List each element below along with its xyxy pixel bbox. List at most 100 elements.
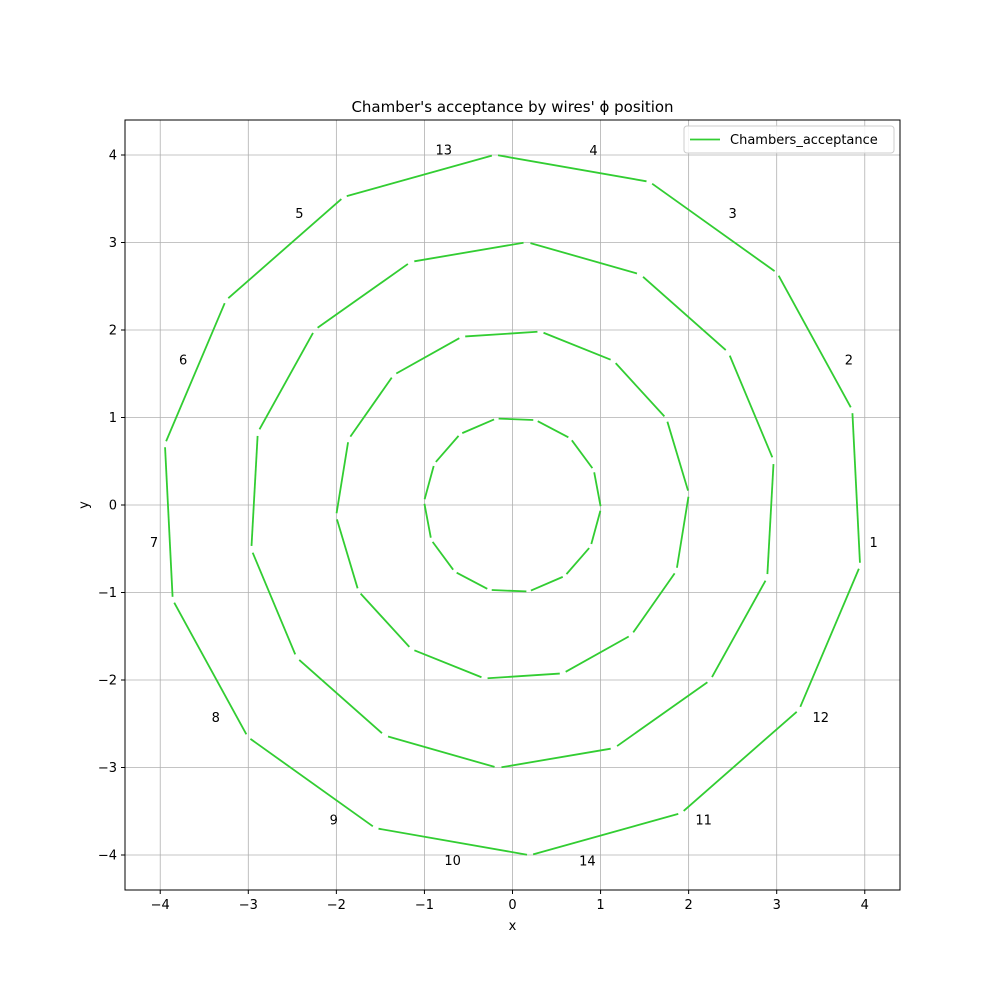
- sector-annotation: 13: [436, 143, 453, 158]
- y-tick-label: −3: [98, 761, 117, 776]
- y-tick-label: −4: [98, 849, 117, 864]
- chamber-segment: [298, 659, 383, 734]
- sector-annotation: 10: [444, 854, 461, 869]
- chamber-segment: [666, 421, 689, 491]
- chamber-segment: [423, 465, 435, 500]
- chamber-segment: [501, 747, 611, 769]
- sector-annotation: 9: [330, 814, 338, 829]
- chamber-segment: [543, 331, 611, 361]
- x-tick-label: 0: [508, 898, 516, 913]
- sector-annotation: 8: [212, 711, 220, 726]
- y-ticks: −4 −3 −2 −1 0 1 2 3 4: [98, 149, 125, 864]
- chamber-segment: [456, 571, 488, 590]
- chamber-segment: [615, 362, 666, 417]
- y-tick-label: 3: [109, 236, 117, 251]
- x-tick-label: 1: [596, 898, 604, 913]
- chamber-segment: [335, 442, 349, 514]
- chamber-segment: [728, 355, 774, 458]
- sector-annotation: 1: [869, 536, 877, 551]
- chamber-segment: [465, 330, 538, 338]
- chamber-segment: [414, 241, 524, 263]
- chamber-segment: [851, 413, 861, 563]
- x-ticks: −4 −3 −2 −1 0 1 2 3 4: [151, 890, 869, 913]
- y-axis-label: y: [77, 501, 92, 509]
- chamber-segment: [414, 649, 482, 679]
- x-tick-label: −1: [415, 898, 434, 913]
- chamber-segment: [565, 547, 590, 575]
- y-tick-label: 4: [109, 149, 117, 164]
- sector-annotation: 14: [579, 855, 596, 870]
- chamber-segment: [642, 276, 727, 351]
- chamber-segment: [651, 182, 776, 272]
- chamber-segment: [258, 332, 314, 430]
- chamber-segment: [530, 576, 564, 592]
- y-tick-label: −1: [98, 586, 117, 601]
- legend-box: [683, 125, 895, 154]
- legend: Chambers_acceptance: [683, 125, 895, 154]
- chamber-segment: [461, 418, 495, 434]
- chamber-segment: [711, 580, 767, 678]
- chamber-segment: [616, 681, 708, 747]
- x-tick-label: −4: [151, 898, 170, 913]
- y-tick-label: 2: [109, 324, 117, 339]
- x-axis-label: x: [509, 919, 517, 934]
- chamber-segment: [532, 812, 679, 856]
- chamber-segment: [431, 541, 454, 571]
- sector-annotation: 11: [695, 814, 712, 829]
- grid: [125, 120, 900, 890]
- series-group: [164, 154, 861, 856]
- chamber-segment: [498, 417, 534, 421]
- x-tick-label: −3: [239, 898, 258, 913]
- sector-annotation: 6: [179, 353, 187, 368]
- chamber-segment: [593, 472, 602, 507]
- sector-annotation: 3: [729, 207, 737, 222]
- chamber-segment: [346, 154, 493, 198]
- chamber-segment: [165, 302, 226, 442]
- chamber-segment: [336, 519, 359, 589]
- sector-annotation: 7: [150, 536, 158, 551]
- chamber-segment: [250, 435, 259, 546]
- chamber-segment: [435, 435, 460, 463]
- chamber-segment: [530, 242, 638, 275]
- chamber-segment: [683, 711, 798, 812]
- chamber-segment: [590, 510, 602, 545]
- chamber-segment: [777, 275, 852, 408]
- chamber-segment: [227, 198, 342, 299]
- chamber-segment: [395, 337, 460, 375]
- chamber-segment: [249, 738, 374, 828]
- x-tick-label: 2: [684, 898, 692, 913]
- x-tick-label: 4: [861, 898, 869, 913]
- y-tick-label: 1: [109, 411, 117, 426]
- chamber-segment: [799, 568, 860, 708]
- chamber-segment: [317, 263, 409, 329]
- chamber-segment: [676, 496, 690, 568]
- sector-annotation: 2: [845, 353, 853, 368]
- chamber-segment: [378, 827, 528, 856]
- chamber-segment: [632, 572, 676, 633]
- chamber-segment: [423, 503, 432, 538]
- y-tick-label: 0: [109, 499, 117, 514]
- chamber-segment: [565, 635, 630, 673]
- chamber-segment: [491, 589, 527, 593]
- chamber-segment: [497, 154, 647, 183]
- y-tick-label: −2: [98, 674, 117, 689]
- chamber-segment: [571, 439, 594, 469]
- chamber-segment: [173, 602, 248, 735]
- legend-label: Chambers_acceptance: [730, 133, 878, 148]
- sector-annotation: 12: [812, 711, 829, 726]
- chamber-segment: [251, 552, 297, 655]
- x-tick-label: −2: [327, 898, 346, 913]
- chamber-segment: [487, 672, 560, 680]
- x-tick-label: 3: [773, 898, 781, 913]
- chamber-segment: [359, 593, 410, 648]
- chamber-segment: [537, 420, 569, 439]
- sector-annotation: 4: [589, 144, 597, 159]
- sector-annotation: 5: [295, 207, 303, 222]
- chamber-segment: [164, 447, 174, 597]
- chart-title: Chamber's acceptance by wires' ϕ positio…: [351, 98, 673, 116]
- chamber-segment: [349, 377, 393, 438]
- chamber-segment: [387, 735, 495, 768]
